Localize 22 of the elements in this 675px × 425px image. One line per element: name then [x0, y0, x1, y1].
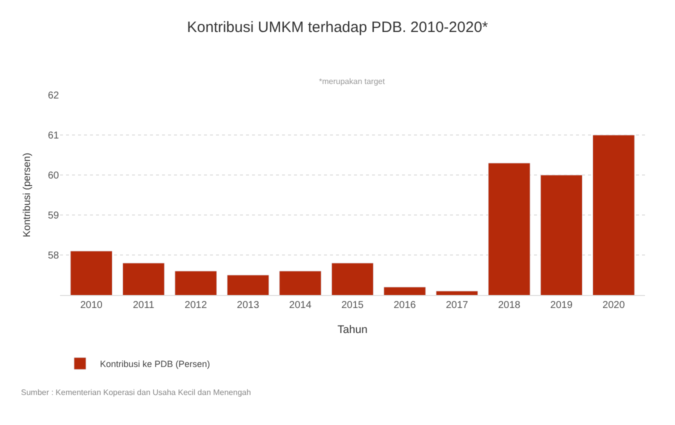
x-tick-label: 2012 — [184, 300, 208, 311]
chart-title: Kontribusi UMKM terhadap PDB. 2010-2020* — [187, 18, 488, 36]
x-tick-label: 2017 — [446, 300, 469, 311]
x-tick-label: 2010 — [80, 300, 103, 311]
chart-subtitle: *merupakan target — [319, 77, 386, 86]
y-tick-label: 60 — [48, 170, 60, 182]
x-tick-label: 2020 — [602, 300, 626, 311]
x-tick-label: 2018 — [498, 300, 521, 311]
text: Sumber : Kementerian Koperasi dan Usaha Kecil dan Menengah — [21, 388, 251, 397]
x-tick-label: 2015 — [341, 300, 364, 311]
x-tick-label: 2013 — [236, 300, 260, 311]
y-tick-label: 62 — [48, 90, 60, 102]
x-tick-label: 2019 — [550, 300, 573, 311]
y-axis-title: Kontribusi (persen) — [22, 152, 33, 238]
x-tick-label: 2011 — [132, 300, 155, 311]
y-tick-label: 61 — [48, 130, 60, 142]
x-tick-label: 2014 — [289, 300, 312, 311]
y-tick-label: 59 — [48, 210, 60, 222]
x-axis-title: Tahun — [338, 324, 368, 336]
x-tick-label: 2016 — [394, 300, 416, 311]
legend-label: Kontribusi ke PDB (Persen) — [100, 359, 210, 370]
y-tick-label: 58 — [48, 250, 60, 262]
